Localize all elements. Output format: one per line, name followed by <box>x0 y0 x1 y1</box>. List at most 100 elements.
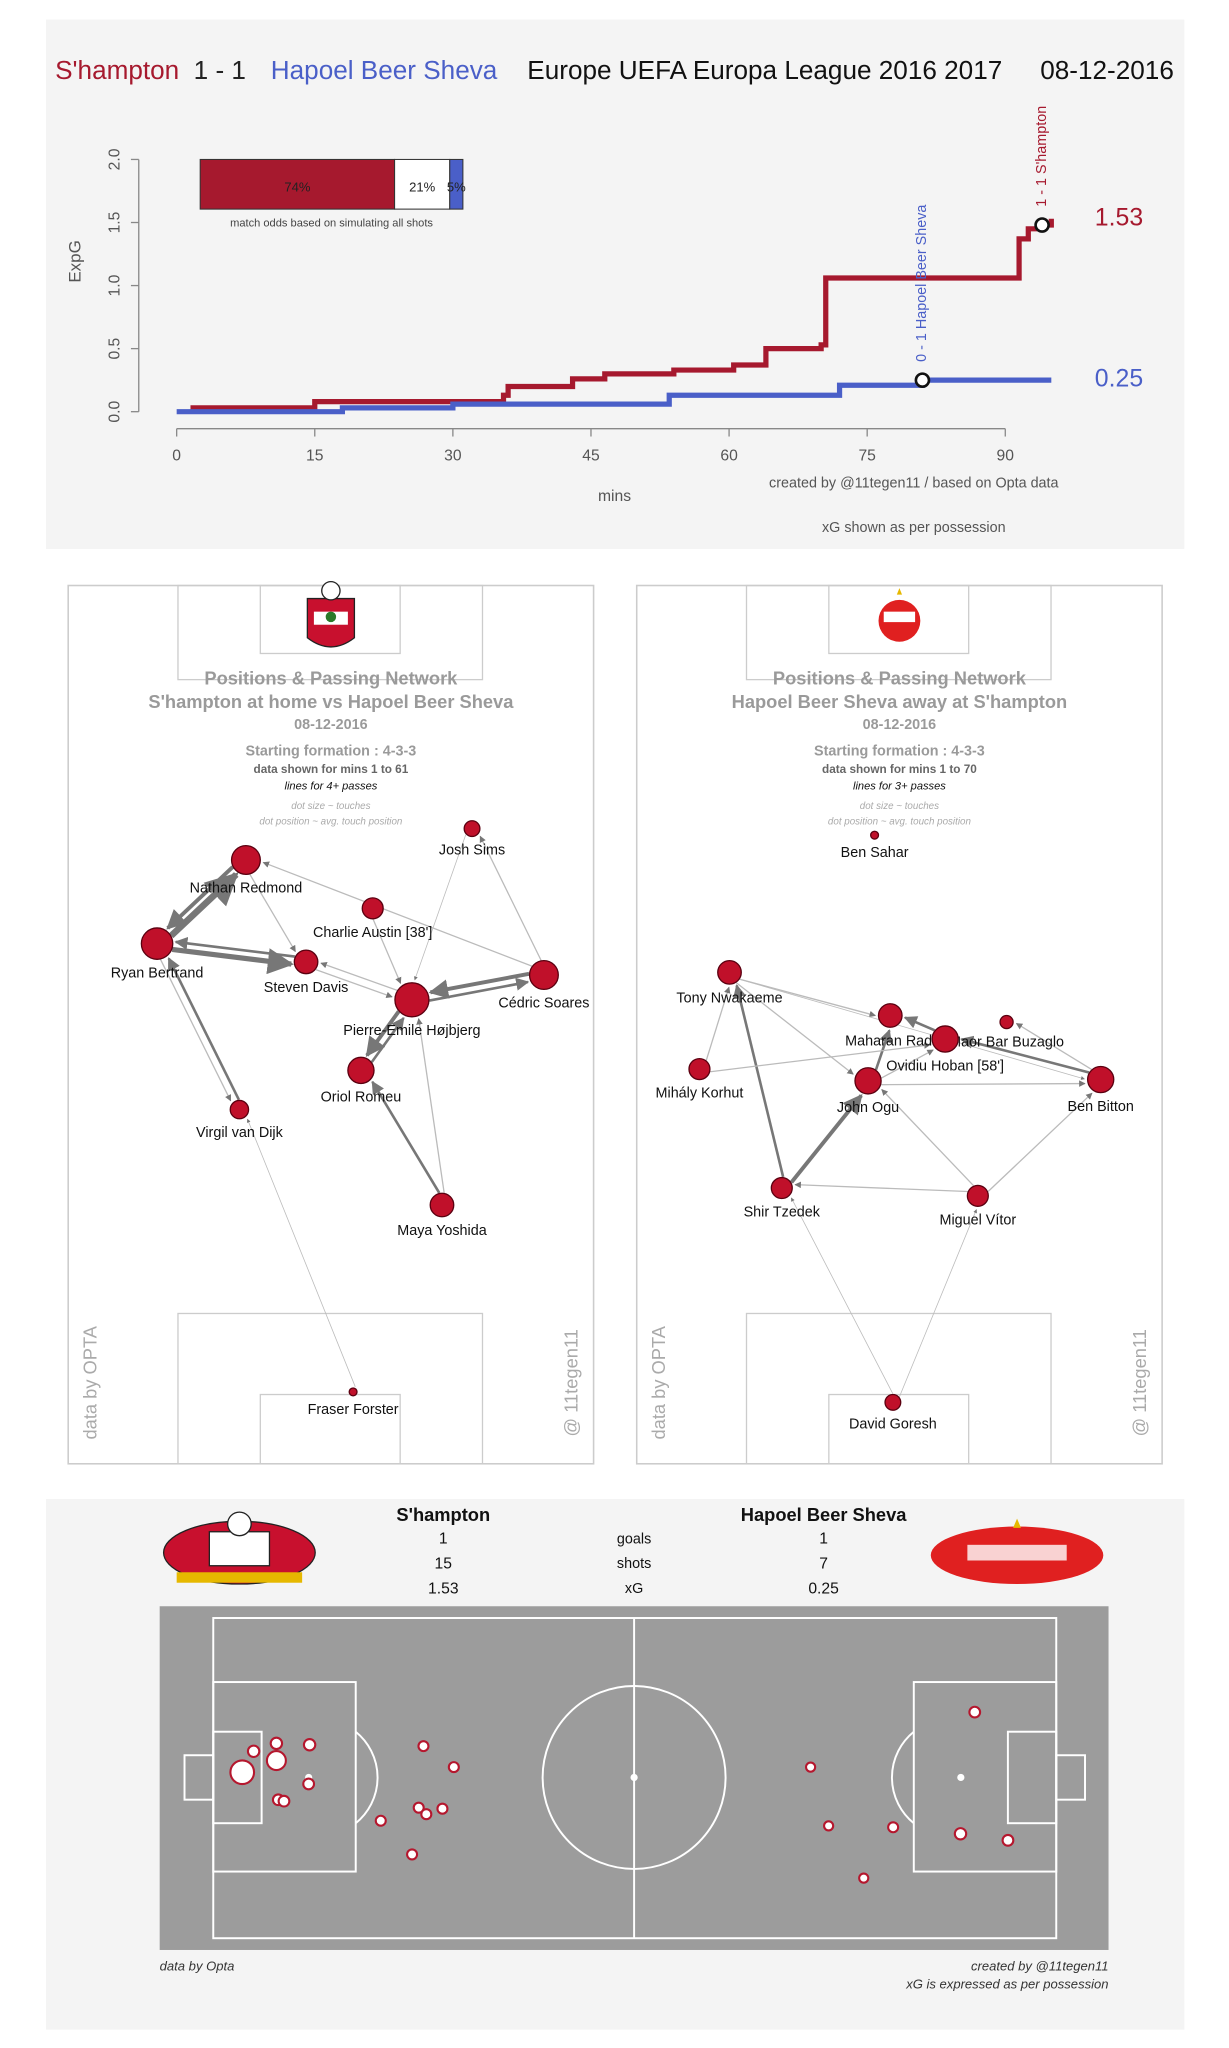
player-name: Tony Nwakaeme <box>676 990 782 1006</box>
odds-label: 21% <box>409 180 436 195</box>
legend-note: dot size ~ touches <box>291 801 370 812</box>
player-dot <box>717 959 742 985</box>
pass-line <box>881 1089 974 1187</box>
credit: @ 11tegen11 <box>1129 1329 1150 1436</box>
lines-note: lines for 3+ passes <box>853 781 946 793</box>
x-tick-label: 45 <box>582 447 600 464</box>
shot <box>406 1848 419 1861</box>
player-dot <box>347 1056 375 1085</box>
shot <box>447 1761 460 1774</box>
shot <box>968 1705 982 1719</box>
pass-line <box>174 936 296 958</box>
summary-away: Hapoel Beer Sheva <box>741 1504 907 1525</box>
player-name: Josh Sims <box>439 843 505 859</box>
summary-cell: 15 <box>435 1556 453 1573</box>
pass-line <box>881 1049 934 1079</box>
pitch-box <box>828 1393 970 1465</box>
mins-note: data shown for mins 1 to 70 <box>822 763 977 776</box>
network-panel: Positions & Passing Network S'hampton at … <box>67 584 595 1465</box>
summary-note: xG is expressed as per possession <box>905 1977 1108 1992</box>
player-name: Maya Yoshida <box>397 1223 486 1239</box>
shot <box>887 1821 900 1834</box>
network-subtitle: Hapoel Beer Sheva away at S'hampton <box>732 691 1068 712</box>
summary-cell: 1 <box>819 1531 828 1548</box>
competition: Europe UEFA Europa League 2016 2017 <box>527 55 1002 85</box>
pass-line <box>166 865 235 930</box>
pass-line <box>171 946 294 975</box>
pass-line <box>167 957 241 1101</box>
player-dot <box>394 982 430 1018</box>
x-tick-label: 0 <box>172 447 181 464</box>
odds-bar <box>449 158 464 210</box>
formation: Starting formation : 4-3-3 <box>814 743 985 759</box>
credit: @ 11tegen11 <box>561 1329 582 1436</box>
pass-line <box>246 1118 356 1387</box>
shot <box>420 1808 433 1821</box>
odds-bar <box>199 158 396 210</box>
x-tick-label: 75 <box>858 447 876 464</box>
pass-line <box>739 978 876 1018</box>
note: xG shown as per possession <box>822 520 1006 536</box>
lines-note: lines for 4+ passes <box>284 781 377 793</box>
network-panel: Positions & Passing Network Hapoel Beer S… <box>635 584 1163 1465</box>
mins-note: data shown for mins 1 to 61 <box>254 763 409 776</box>
pass-line <box>899 1209 977 1397</box>
player-name: Oriol Romeu <box>321 1090 402 1106</box>
goal-annotation: 1 - 1 S'hampton <box>1034 106 1050 207</box>
player-dot <box>688 1057 711 1081</box>
pass-line <box>733 984 785 1178</box>
player-name: Ovidiu Hoban [58'] <box>886 1058 1004 1074</box>
player-dot <box>1086 1065 1115 1094</box>
xg-panel <box>45 19 1185 549</box>
player-name: Mihály Korhut <box>656 1086 744 1102</box>
network-date: 08-12-2016 <box>863 717 936 733</box>
y-tick-label: 1.5 <box>106 211 123 233</box>
pass-line <box>790 1197 894 1394</box>
pitch-outline <box>67 584 595 1465</box>
player-name: Maor Bar Buzaglo <box>949 1035 1064 1051</box>
player-name: Cédric Soares <box>498 996 589 1012</box>
pass-line <box>370 1016 405 1063</box>
pass-line <box>735 982 854 1075</box>
player-name: Ben Bitton <box>1068 1099 1134 1115</box>
pass-line <box>371 1080 441 1194</box>
summary-label: shots <box>617 1556 651 1572</box>
odds-bar <box>394 158 451 210</box>
x-tick-label: 90 <box>997 447 1015 464</box>
player-name: Fraser Forster <box>308 1402 399 1418</box>
network-title: Positions & Passing Network <box>204 667 458 688</box>
pass-line <box>249 874 296 953</box>
player-dot <box>463 820 481 838</box>
shot <box>858 1872 870 1884</box>
pass-line <box>428 971 530 999</box>
player-name: Charlie Austin [38'] <box>313 925 432 941</box>
southampton-crest <box>306 580 356 648</box>
player-name: Ben Sahar <box>841 845 909 861</box>
legend-note: dot size ~ touches <box>860 801 939 812</box>
player-name: Maharan Radi <box>845 1033 935 1049</box>
player-dot <box>361 897 384 920</box>
y-tick-label: 1.0 <box>106 274 123 296</box>
pass-line <box>903 1016 936 1032</box>
pass-line <box>960 1035 1090 1074</box>
player-name: John Ogu <box>837 1100 899 1116</box>
shot <box>412 1801 425 1814</box>
shot <box>374 1814 387 1827</box>
player-name: Ryan Bertrand <box>111 965 204 981</box>
credit: created by @11tegen11 / based on Opta da… <box>769 475 1058 491</box>
pass-line <box>789 1094 863 1184</box>
pass-line <box>416 1018 445 1193</box>
pass-line <box>705 986 731 1061</box>
player-name: David Goresh <box>849 1416 937 1432</box>
player-name: Virgil van Dijk <box>196 1125 284 1141</box>
end-label: 1.53 <box>1095 204 1143 231</box>
pitch-box <box>828 584 970 655</box>
formation: Starting formation : 4-3-3 <box>246 743 417 759</box>
shot <box>804 1761 817 1773</box>
player-dot <box>230 844 261 876</box>
summary-cell: 1 <box>439 1531 448 1548</box>
player-name: Miguel Vítor <box>940 1212 1017 1228</box>
shot <box>953 1827 968 1841</box>
